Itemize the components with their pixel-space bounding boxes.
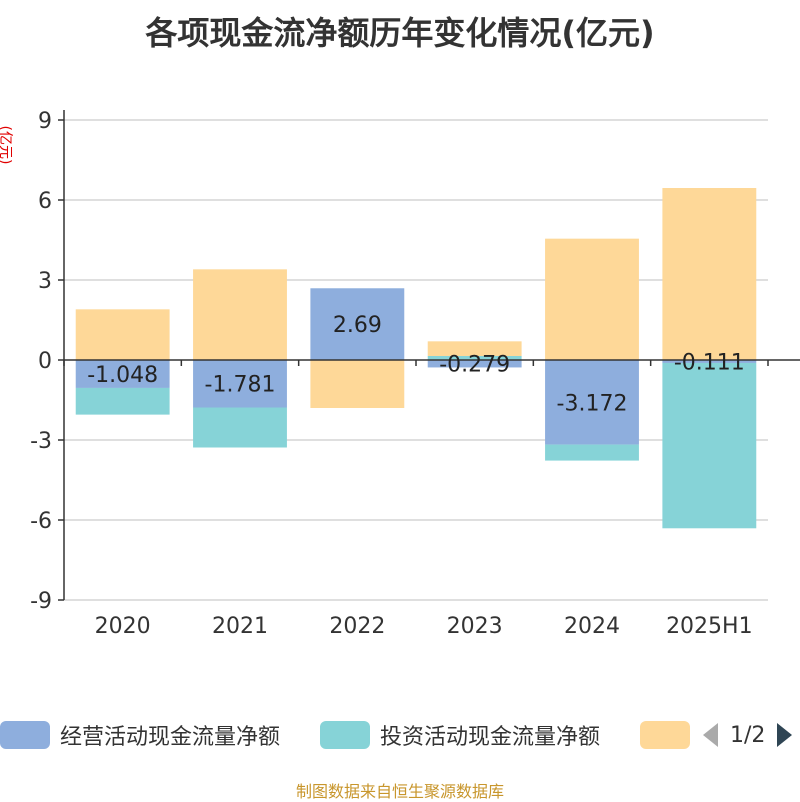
x-tick-label: 2023 — [447, 614, 503, 639]
x-tick-label: 2020 — [95, 614, 151, 639]
legend-item-operating[interactable]: 经营活动现金流量净额 — [0, 717, 280, 753]
x-tick-label: 2024 — [564, 614, 620, 639]
data-label: -3.172 — [557, 391, 628, 416]
legend-label-investing: 投资活动现金流量净额 — [380, 725, 601, 750]
y-tick-label: 6 — [38, 189, 52, 214]
data-label: -1.781 — [205, 373, 276, 398]
legend: 经营活动现金流量净额 投资活动现金流量净额 1/2 — [0, 717, 800, 753]
bar-investing — [75, 387, 170, 415]
legend-swatch-operating — [0, 721, 50, 749]
bar-financing — [193, 269, 287, 360]
bar-operating — [662, 360, 757, 363]
x-tick-label: 2025H1 — [666, 614, 753, 639]
legend-page-indicator: 1/2 — [730, 722, 766, 748]
legend-item-investing[interactable]: 投资活动现金流量净额 — [320, 717, 600, 753]
triangle-left-icon[interactable] — [700, 720, 722, 750]
y-tick-label: 3 — [38, 269, 52, 294]
data-label: -0.111 — [674, 350, 745, 375]
y-tick-label: -6 — [30, 509, 52, 534]
bar-investing — [545, 444, 639, 461]
bar-financing — [75, 309, 170, 360]
data-source-note: 制图数据来自恒生聚源数据库 — [295, 782, 504, 801]
bar-operating — [310, 288, 405, 360]
y-tick-label: 0 — [38, 349, 52, 374]
data-label: -1.048 — [87, 363, 158, 388]
legend-label-operating: 经营活动现金流量净额 — [60, 725, 281, 750]
bar-financing — [427, 341, 522, 356]
triangle-right-icon[interactable] — [773, 720, 795, 750]
y-tick-label: -9 — [30, 589, 52, 614]
data-label: -0.279 — [439, 353, 510, 378]
x-tick-label: 2021 — [212, 614, 268, 639]
legend-swatch-investing — [320, 721, 370, 749]
bar-investing — [193, 407, 287, 448]
y-tick-label: 9 — [38, 109, 52, 134]
bar-financing — [545, 238, 639, 360]
bar-operating — [427, 360, 522, 368]
chart-plot-area: 9 6 3 0 -3 -6 -9 2020 2021 2022 2023 2024 2025H1 -1.0… — [30, 109, 800, 639]
bar-operating — [545, 360, 639, 445]
bar-financing — [662, 188, 757, 360]
data-label: 2.69 — [333, 313, 382, 338]
x-tick-label: 2022 — [329, 614, 385, 639]
chart-title: 各项现金流净额历年变化情况(亿元) — [145, 14, 655, 52]
y-tick-label: -3 — [30, 429, 52, 454]
bar-financing — [310, 360, 405, 408]
legend-item-financing[interactable] — [640, 717, 700, 753]
legend-swatch-financing — [640, 721, 690, 749]
bar-operating — [193, 360, 287, 408]
legend-pager: 1/2 — [700, 717, 795, 753]
bar-operating — [75, 360, 170, 388]
bar-investing — [427, 356, 522, 360]
bar-investing — [662, 362, 757, 529]
